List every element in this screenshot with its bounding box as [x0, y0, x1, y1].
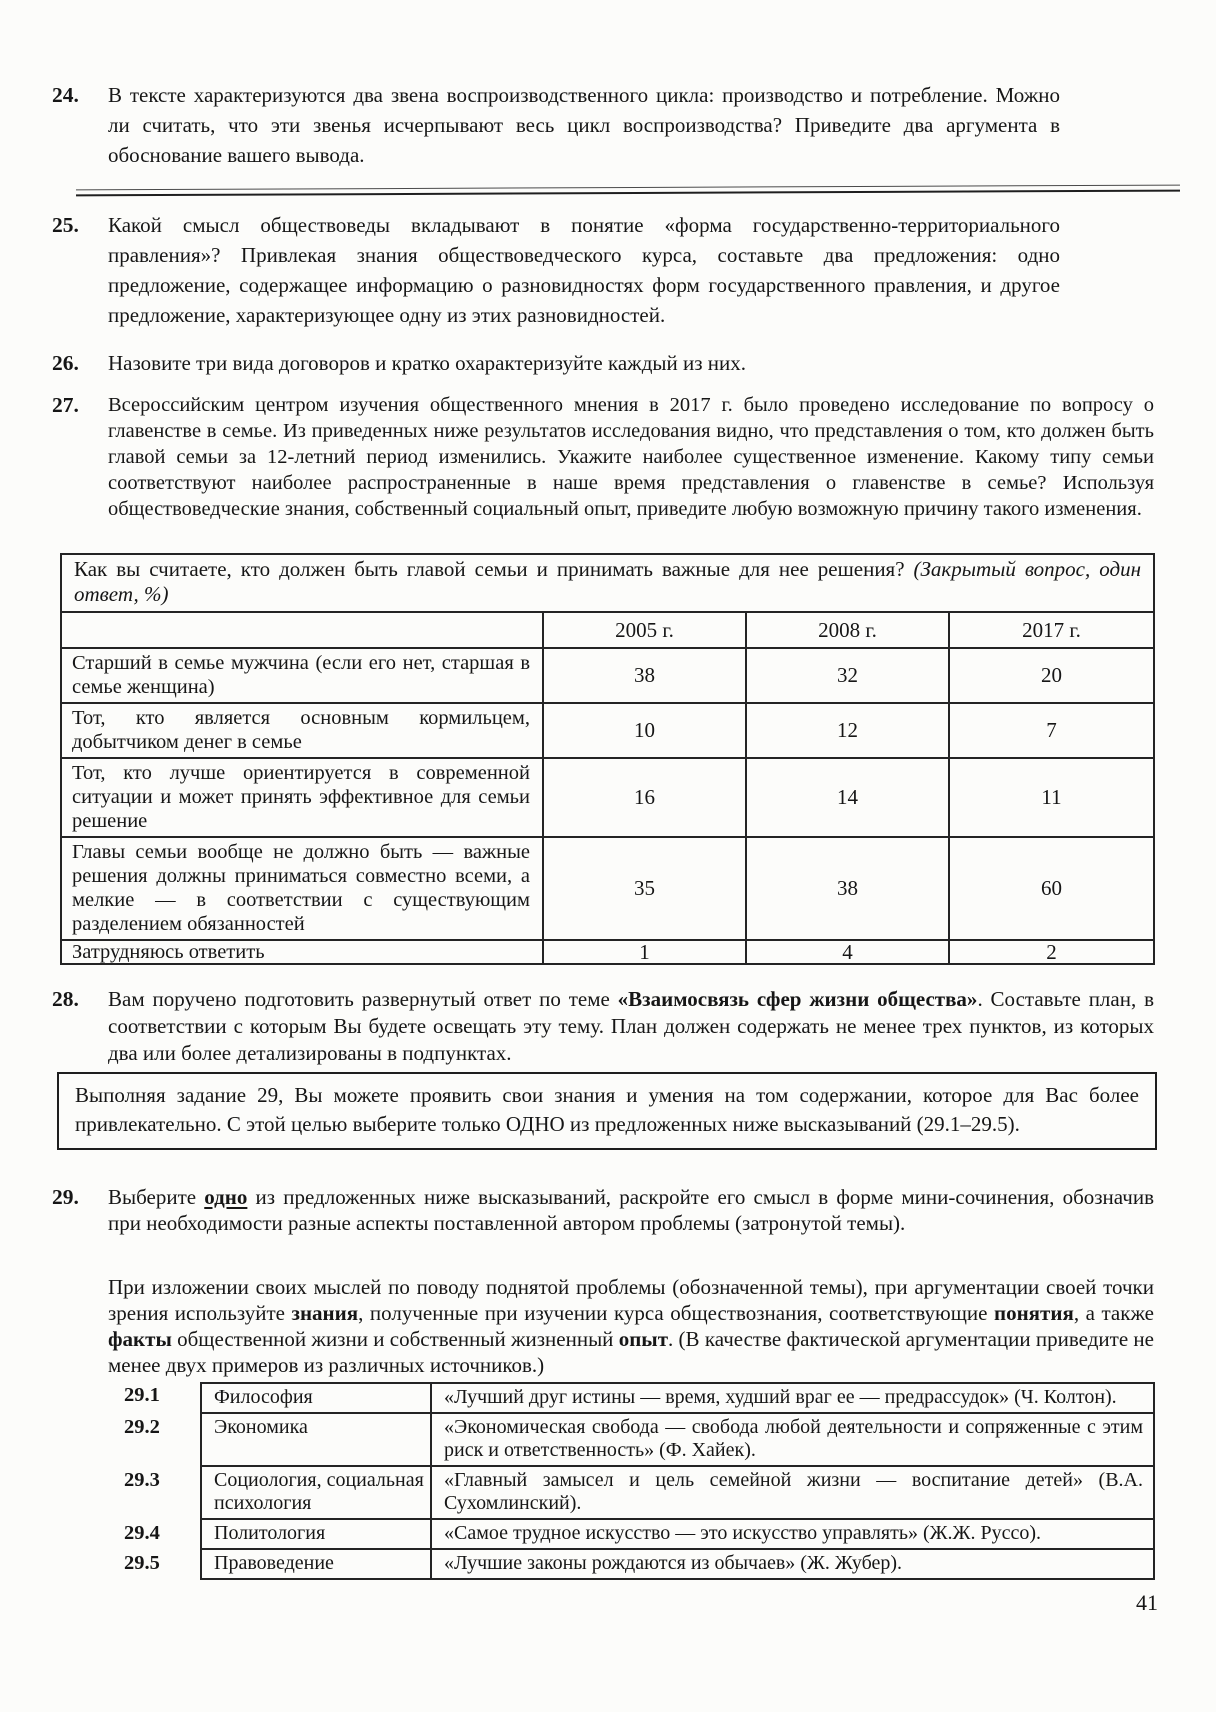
survey-row-2-label: Тот, кто является основным кормиль­цем, …	[60, 702, 544, 759]
essay-row-3-quote: «Главный замысел и цель семейной жизни —…	[430, 1467, 1155, 1520]
question-29-p2-text-4: общественной жизни и собственный жизненн…	[171, 1327, 619, 1351]
question-29-number: 29.	[52, 1185, 79, 1209]
question-26-text: Назовите три вида договоров и кратко оха…	[108, 351, 746, 375]
question-28-theme: «Взаимосвязь сфер жизни общества»	[617, 987, 978, 1011]
question-27-text: Всероссийским центром изучения обществен…	[108, 394, 1154, 520]
question-29-instructions: При изложении своих мыслей по поводу под…	[52, 1274, 1154, 1378]
survey-header-row: 2005 г. 2008 г. 2017 г.	[60, 611, 1156, 649]
essay-row-2-number: 29.2	[124, 1416, 160, 1438]
question-29-p1-before: Выберите	[108, 1185, 205, 1209]
essay-row-3-subject: Социология, соци­альная психология	[200, 1467, 430, 1520]
question-29-p1-after: из предложенных ниже высказываний, раскр…	[108, 1185, 1154, 1235]
essay-row-4-subject: Политология	[200, 1520, 430, 1550]
question-24: 24. В тексте характеризуются два звена в…	[52, 80, 1060, 170]
survey-header-empty-cell	[60, 611, 544, 649]
survey-row-3-value-2017: 11	[947, 757, 1156, 838]
question-27: 27. Всероссийским центром изучения общес…	[52, 392, 1154, 522]
task-29-notice-text: Выполняя задание 29, Вы можете проявить …	[75, 1083, 1139, 1136]
question-28-text-before: Вам поручено подготовить развернутый отв…	[108, 987, 618, 1011]
survey-row-1-label: Старший в семье мужчина (если его нет, с…	[60, 647, 544, 704]
question-25: 25. Какой смысл обществоведы вкладывают …	[52, 210, 1060, 330]
survey-row-3-label: Тот, кто лучше ориентируется в совре­мен…	[60, 757, 544, 838]
survey-caption-cell: Как вы считаете, кто должен быть главой …	[59, 553, 1156, 613]
question-29-p2-bold-4: опыт	[618, 1327, 669, 1351]
question-25-text: Какой смысл обществоведы вкладывают в по…	[108, 213, 1060, 327]
question-29-p2-bold-1: знания	[291, 1301, 359, 1325]
survey-row-5-value-2008: 4	[745, 939, 950, 965]
question-25-number: 25.	[52, 213, 79, 237]
survey-header-2008: 2008 г.	[745, 611, 950, 649]
survey-row-5-label: Затрудняюсь ответить	[60, 939, 544, 965]
question-26: 26. Назовите три вида договоров и кратко…	[52, 348, 1154, 378]
essay-row-1-quote: «Лучший друг истины — время, худший враг…	[430, 1382, 1155, 1414]
question-28-number: 28.	[52, 987, 79, 1011]
survey-caption-text: Как вы считаете, кто должен быть главой …	[74, 557, 914, 581]
question-28: 28. Вам поручено подготовить развернутый…	[52, 986, 1154, 1067]
survey-header-2017: 2017 г.	[947, 611, 1156, 649]
essay-row-2-quote: «Экономическая свобода — свобода любой д…	[430, 1414, 1155, 1467]
survey-row-4-label: Главы семьи вообще не должно быть — важн…	[60, 836, 544, 941]
question-29-p2-text-5: . (В качестве фактической аргументации п…	[108, 1327, 1154, 1377]
question-29-p2-text-2: , полученные при изучении курса общество…	[358, 1301, 994, 1325]
question-29-p2-text-1: При изложении своих мыслей по поводу под…	[108, 1275, 1154, 1325]
essay-row-1-subject: Философия	[200, 1382, 430, 1414]
survey-row-3-value-2005: 16	[542, 757, 747, 838]
survey-row-2-value-2008: 12	[745, 702, 950, 759]
question-29-paragraph-1: Выберите одно из предложенных ниже выска…	[108, 1184, 1154, 1236]
question-28-text-after: . Со­ставьте план, в соответствии с кото…	[108, 987, 1154, 1065]
essay-row-5-number: 29.5	[124, 1552, 160, 1574]
survey-row-3: Тот, кто лучше ориентируется в совре­мен…	[60, 757, 1156, 838]
survey-row-5-value-2005: 1	[542, 939, 747, 965]
question-27-number: 27.	[52, 393, 79, 417]
survey-row-5: Затрудняюсь ответить 1 4 2	[60, 939, 1156, 965]
question-29-p1-emphasis: одно	[204, 1185, 248, 1209]
survey-row-4: Главы семьи вообще не должно быть — важн…	[60, 836, 1156, 941]
survey-caption-note: (Закры­тый вопрос, один ответ, %)	[74, 557, 1142, 606]
essay-row-4-number: 29.4	[124, 1522, 160, 1544]
question-29-p2-bold-3: факты	[108, 1327, 172, 1351]
section-divider-rule	[75, 184, 1181, 197]
survey-row-5-value-2017: 2	[947, 939, 1156, 965]
essay-row-3-number: 29.3	[124, 1469, 160, 1491]
essay-row-1-number: 29.1	[124, 1384, 160, 1406]
essay-row-2-subject: Экономика	[200, 1414, 430, 1467]
survey-header-2005: 2005 г.	[542, 611, 747, 649]
survey-row-1-value-2008: 32	[745, 647, 950, 704]
essay-row-5-subject: Правоведение	[200, 1550, 430, 1580]
survey-row-1-value-2017: 20	[947, 647, 1156, 704]
question-24-text: В тексте характеризуются два звена воспр…	[108, 83, 1060, 167]
survey-row-2-value-2005: 10	[542, 702, 747, 759]
essay-row-5-quote: «Лучшие законы рождаются из обычаев» (Ж.…	[430, 1550, 1155, 1580]
survey-row-4-value-2005: 35	[542, 836, 747, 941]
survey-row-1: Старший в семье мужчина (если его нет, с…	[60, 647, 1156, 704]
question-28-text: Вам поручено подготовить развернутый отв…	[108, 986, 1154, 1067]
survey-row-2-value-2017: 7	[947, 702, 1156, 759]
question-26-number: 26.	[52, 351, 79, 375]
page-number: 41	[1136, 1590, 1158, 1615]
question-29-p2-text-3: , а также	[1073, 1301, 1154, 1325]
survey-row-3-value-2008: 14	[745, 757, 950, 838]
survey-caption-row: Как вы считаете, кто должен быть главой …	[59, 553, 1156, 613]
essay-topics-table: 29.1 Философия «Лучший друг истины — вре…	[118, 1382, 1155, 1580]
question-29-paragraph-2: При изложении своих мыслей по поводу под…	[108, 1274, 1154, 1378]
question-24-number: 24.	[52, 83, 79, 107]
survey-row-1-value-2005: 38	[542, 647, 747, 704]
survey-row-2: Тот, кто является основным кормиль­цем, …	[60, 702, 1156, 759]
essay-row-4-quote: «Самое трудное искусство — это искусство…	[430, 1520, 1155, 1550]
survey-table: Как вы считаете, кто должен быть главой …	[59, 553, 1156, 965]
survey-row-4-value-2017: 60	[947, 836, 1156, 941]
question-29: 29. Выберите одно из предложенных ниже в…	[52, 1184, 1154, 1236]
task-29-notice-box: Выполняя задание 29, Вы можете проявить …	[57, 1072, 1157, 1150]
survey-row-4-value-2008: 38	[745, 836, 950, 941]
question-29-p2-bold-2: понятия	[993, 1301, 1074, 1325]
